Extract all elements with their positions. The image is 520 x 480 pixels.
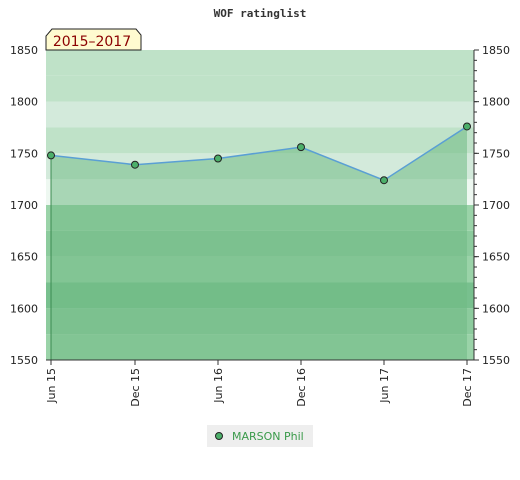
x-tick-label: Dec 16 — [295, 368, 308, 407]
data-point — [214, 154, 222, 163]
x-tick-label: Dec 15 — [129, 368, 142, 407]
data-point — [297, 143, 305, 152]
legend-series-name: MARSON Phil — [232, 430, 304, 443]
background-band — [46, 75, 474, 102]
background-band — [46, 127, 474, 154]
y-tick-label-left: 1850 — [10, 44, 38, 57]
y-tick-label-left: 1800 — [10, 96, 38, 109]
background-band — [46, 50, 474, 76]
x-axis: Jun 15 Dec 15 Jun 16 Dec 16 Jun 17 Dec 17 — [45, 360, 474, 407]
x-tick-label: Dec 17 — [461, 368, 474, 407]
x-tick-label: Jun 17 — [378, 368, 391, 404]
data-point — [47, 151, 55, 160]
y-tick-label-right: 1750 — [482, 147, 510, 160]
y-tick-label-left: 1700 — [10, 199, 38, 212]
x-tick-label: Jun 15 — [45, 368, 58, 404]
y-tick-label-right: 1650 — [482, 251, 510, 264]
y-axis-left: 1550 1600 1650 1700 1750 1800 1850 — [10, 44, 38, 367]
y-tick-label-left: 1550 — [10, 354, 38, 367]
y-tick-label-left: 1600 — [10, 302, 38, 315]
y-tick-label-left: 1650 — [10, 251, 38, 264]
data-points — [47, 122, 471, 185]
y-tick-label-right: 1700 — [482, 199, 510, 212]
y-tick-label-right: 1850 — [482, 44, 510, 57]
x-tick-label: Jun 16 — [212, 368, 225, 404]
background-band — [46, 101, 474, 128]
data-point — [463, 122, 471, 131]
legend-marker-icon — [215, 432, 223, 440]
chart-title: WOF ratinglist — [214, 7, 307, 20]
period-badge: 2015–2017 — [45, 28, 142, 51]
series-line — [50, 125, 468, 182]
period-badge-label: 2015–2017 — [53, 34, 131, 50]
data-point — [131, 160, 139, 169]
y-axis-right: 1550 1600 1650 1700 1750 1800 1850 — [474, 44, 510, 367]
y-tick-label-right: 1600 — [482, 302, 510, 315]
y-tick-label-right: 1550 — [482, 354, 510, 367]
area-layer — [50, 125, 468, 360]
legend[interactable]: MARSON Phil — [207, 425, 313, 447]
series-area — [51, 126, 467, 360]
y-tick-label-right: 1800 — [482, 96, 510, 109]
data-point — [380, 176, 388, 185]
y-tick-label-left: 1750 — [10, 147, 38, 160]
